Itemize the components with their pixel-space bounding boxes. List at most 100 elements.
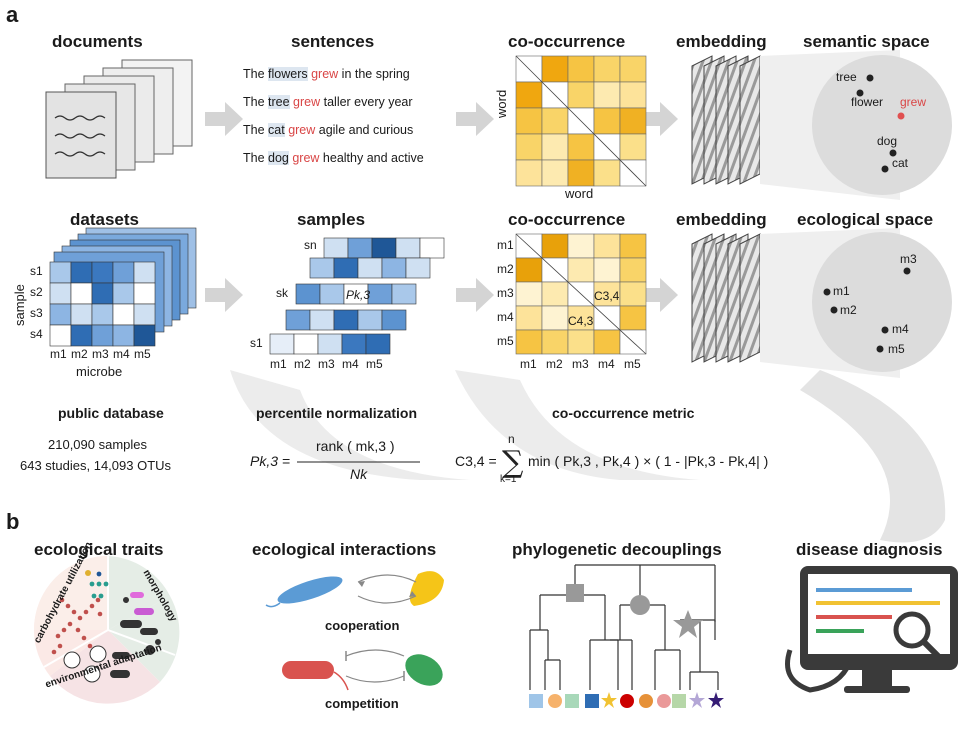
pk3-label: Pk,3 [346, 288, 371, 302]
row2-cooccurrence-matrix [515, 233, 647, 355]
percentile-title: percentile normalization [256, 405, 418, 421]
interactions-graphic [265, 571, 444, 691]
phylo-tree [529, 564, 719, 690]
cooperation-label: cooperation [325, 618, 400, 633]
phylo-star-node [673, 610, 703, 638]
sn-label: sn [304, 238, 317, 252]
ds-m2: m2 [71, 347, 88, 361]
cooc2-col-m5: m5 [624, 357, 641, 371]
eco-label-m3: m3 [900, 252, 917, 266]
smp-m3: m3 [318, 357, 335, 371]
samples-rows [269, 237, 445, 355]
row1-embedding-title: embedding [676, 32, 767, 51]
sentence-4: The dog grew healthy and active [243, 151, 424, 165]
monitor-icon [785, 566, 958, 693]
eco-label-m2: m2 [840, 303, 857, 317]
percentile-numerator: rank ( mk,3 ) [316, 438, 395, 454]
traits-pie [33, 556, 180, 704]
sem-label-dog: dog [877, 134, 898, 148]
cooc2-row-m1: m1 [497, 238, 514, 252]
smp-m5: m5 [366, 357, 383, 371]
sk-label: sk [276, 286, 288, 300]
cooc2-col-m1: m1 [520, 357, 537, 371]
c34-label: C3,4 [594, 289, 620, 303]
metric-sum-top: n [508, 432, 515, 446]
arrow-6 [640, 278, 678, 312]
arrow-2 [456, 102, 494, 136]
microbe-axis-label: microbe [76, 364, 123, 379]
cooc1-xlabel: word [565, 186, 594, 201]
public-database-line2: 643 studies, 14,093 OTUs [20, 458, 172, 473]
semantic-space-circle [812, 55, 952, 195]
panel-b-label: b [6, 509, 20, 534]
sentence-2: The tree grew taller every year [243, 95, 413, 109]
s4-label: s4 [30, 327, 43, 341]
datasets-front-grid [49, 261, 156, 347]
s2-label: s2 [30, 285, 43, 299]
percentile-lhs: Pk,3 = [250, 453, 291, 469]
eco-label-m4: m4 [892, 322, 909, 336]
percentile-denominator: Nk [350, 466, 368, 482]
competition-label: competition [325, 696, 399, 711]
ecological-points [823, 267, 911, 353]
documents-icon [45, 59, 193, 179]
samples-title: samples [297, 210, 366, 229]
public-database-line1: 210,090 samples [48, 437, 148, 452]
sample-axis-label: sample [12, 284, 27, 326]
smp-m2: m2 [294, 357, 311, 371]
phylo-leaves [529, 692, 724, 708]
cooc1-ylabel: word [494, 89, 509, 118]
panel-a-label: a [6, 2, 19, 27]
datasets-title: datasets [70, 210, 139, 229]
swoosh-metric [455, 370, 700, 480]
phylogenetic-title: phylogenetic decouplings [512, 540, 722, 559]
phylo-square-node [566, 584, 584, 602]
row2-embedding-title: embedding [676, 210, 767, 229]
arrow-1 [205, 102, 243, 136]
public-database-title: public database [58, 405, 164, 421]
sentence-1: The flowers grew in the spring [243, 67, 410, 81]
cooc2-row-m4: m4 [497, 310, 514, 324]
swoosh-percentile [230, 370, 470, 480]
arrow-5 [456, 278, 494, 312]
metric-sum-bottom: k=1 [500, 474, 517, 485]
eco-label-m1: m1 [833, 284, 850, 298]
metric-body: min ( Pk,3 , Pk,4 ) × ( 1 - |Pk,3 - Pk,4… [528, 453, 769, 469]
ecological-space-title: ecological space [797, 210, 934, 229]
arrow-3 [640, 102, 678, 136]
ds-m1: m1 [50, 347, 67, 361]
semantic-points [856, 74, 905, 173]
cooc2-row-m5: m5 [497, 334, 514, 348]
sem-label-tree: tree [836, 70, 857, 84]
s1-label: s1 [30, 264, 43, 278]
sum-symbol: ∑ [502, 445, 524, 480]
sentence-3: The cat grew agile and curious [243, 123, 414, 137]
row1-cooc-title: co-occurrence [508, 32, 626, 51]
swoosh-disease [800, 370, 946, 543]
smp-m4: m4 [342, 357, 359, 371]
sem-label-cat: cat [892, 156, 909, 170]
s1-sample-label: s1 [250, 336, 263, 350]
ecological-space-circle [812, 232, 952, 372]
row2-cooc-title: co-occurrence [508, 210, 626, 229]
row1-embedding-icon [691, 55, 761, 185]
cooc2-col-m4: m4 [598, 357, 615, 371]
phylo-circle-node [630, 595, 650, 615]
documents-title: documents [52, 32, 143, 51]
cooc2-col-m2: m2 [546, 357, 563, 371]
row2-embedding-icon [691, 233, 761, 363]
ecological-interactions-title: ecological interactions [252, 540, 437, 559]
cooc2-row-m3: m3 [497, 286, 514, 300]
sem-label-flower: flower [851, 95, 884, 109]
row1-arrows [205, 102, 678, 136]
metric-title: co-occurrence metric [552, 405, 695, 421]
ds-m5: m5 [134, 347, 151, 361]
arrow-4 [205, 278, 243, 312]
ds-m4: m4 [113, 347, 130, 361]
cooc2-row-m2: m2 [497, 262, 514, 276]
sentences-title: sentences [291, 32, 375, 51]
s3-label: s3 [30, 306, 43, 320]
cooc2-col-m3: m3 [572, 357, 589, 371]
semantic-space-title: semantic space [803, 32, 930, 51]
